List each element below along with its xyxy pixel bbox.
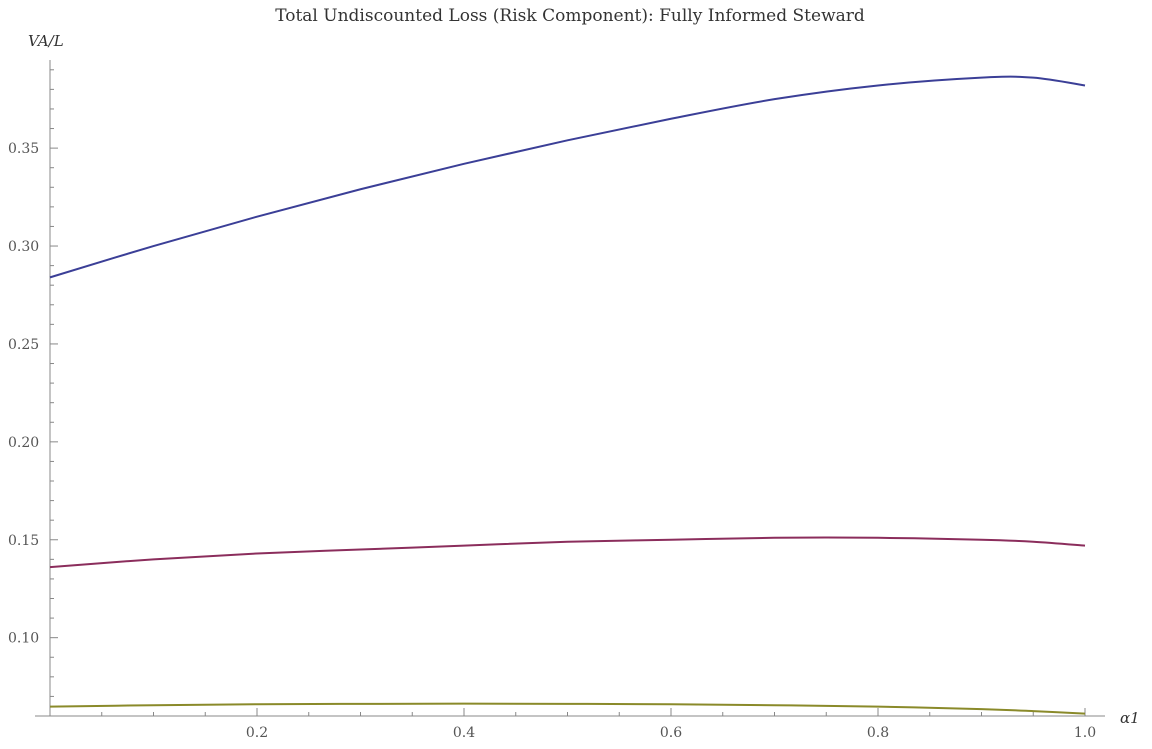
- y-tick-label: 0.20: [8, 435, 39, 451]
- ticks-layer: 0.2 0.4 0.6 0.8 1.0 0.10 0.15 0.20 0.25 0.30 0.35: [8, 69, 1096, 741]
- series-line-1: [49, 75, 1086, 279]
- x-tick-label: 0.2: [246, 725, 268, 741]
- y-tick-label: 0.30: [8, 239, 39, 255]
- series-line-2: [49, 536, 1086, 569]
- x-tick-label: 1.0: [1074, 725, 1096, 741]
- x-axis-label: α1: [1120, 709, 1140, 727]
- x-tick-label: 0.4: [453, 725, 475, 741]
- series-layer: [49, 75, 1086, 715]
- y-tick-label: 0.25: [8, 337, 39, 353]
- chart-title: Total Undiscounted Loss (Risk Component)…: [275, 6, 865, 26]
- y-axis-label: VA/L: [28, 32, 64, 50]
- y-tick-label: 0.35: [8, 141, 39, 157]
- y-tick-label: 0.15: [8, 533, 39, 549]
- y-tick-label: 0.10: [8, 631, 39, 647]
- x-tick-label: 0.6: [660, 725, 682, 741]
- series-line-3: [49, 702, 1086, 715]
- x-tick-label: 0.8: [867, 725, 889, 741]
